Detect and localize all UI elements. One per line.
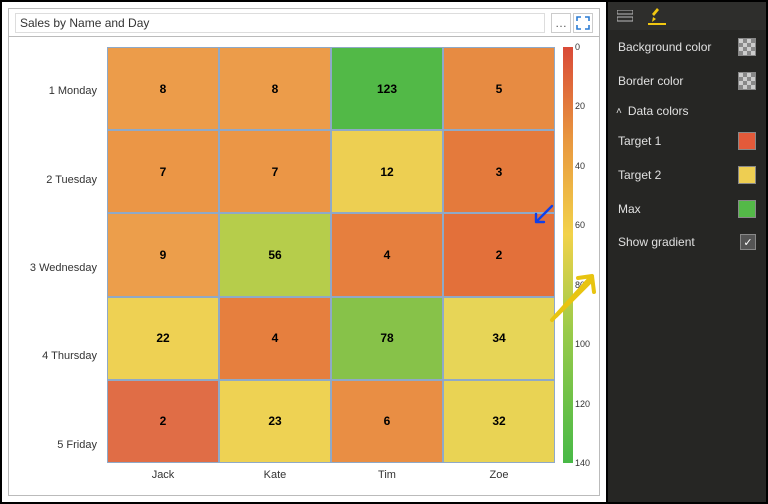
border-color-label: Border color [618,74,683,88]
heatmap-cell[interactable]: 23 [220,381,330,462]
max-label: Max [618,202,641,216]
column-label: Zoe [443,469,555,489]
chevron-up-icon: ˄ [616,106,622,117]
focus-mode-button[interactable] [573,13,593,33]
legend-tick: 20 [575,101,585,111]
legend-tick: 140 [575,458,590,468]
tab-fields[interactable] [616,7,634,25]
heatmap-cell[interactable]: 123 [332,48,442,129]
column-label: Jack [107,469,219,489]
heatmap-cell[interactable]: 12 [332,131,442,212]
heatmap-cell[interactable]: 8 [220,48,330,129]
target1-swatch[interactable] [738,132,756,150]
format-border-color-row[interactable]: Border color [608,64,766,98]
heatmap-cell[interactable]: 4 [332,214,442,295]
legend-tick: 60 [575,220,585,230]
target1-label: Target 1 [618,134,661,148]
row-label: 5 Friday [17,401,107,489]
visual-body: 1 Monday2 Tuesday3 Wednesday4 Thursday5 … [9,37,599,495]
visual-actions: … [551,13,593,33]
legend-tick: 0 [575,42,580,52]
data-colors-label: Data colors [628,104,689,118]
format-pane: Background color Border color ˄ Data col… [608,0,768,504]
legend-tick: 100 [575,339,590,349]
max-row[interactable]: Max [608,192,766,226]
row-label: 2 Tuesday [17,135,107,223]
max-swatch[interactable] [738,200,756,218]
tab-format[interactable] [648,7,666,25]
row-label: 3 Wednesday [17,224,107,312]
legend-tick: 40 [575,161,585,171]
data-colors-section-header[interactable]: ˄ Data colors [608,98,766,124]
legend-gradient-bar [563,47,573,463]
row-label: 4 Thursday [17,312,107,400]
heatmap-cell[interactable]: 32 [444,381,554,462]
heatmap-cell[interactable]: 2 [444,214,554,295]
legend-tick: 120 [575,399,590,409]
show-gradient-label: Show gradient [618,235,695,249]
background-color-label: Background color [618,40,711,54]
visual-card: Sales by Name and Day … 1 Monday2 Tuesda… [8,8,600,496]
heatmap-cell[interactable]: 9 [108,214,218,295]
column-labels: JackKateTimZoe [107,463,555,489]
heatmap-cell[interactable]: 4 [220,298,330,379]
heatmap-cell[interactable]: 6 [332,381,442,462]
heatmap-cell[interactable]: 2 [108,381,218,462]
heatmap-cell[interactable]: 5 [444,48,554,129]
background-color-swatch[interactable] [738,38,756,56]
show-gradient-row[interactable]: Show gradient ✓ [608,226,766,258]
heatmap-cell[interactable]: 7 [108,131,218,212]
column-label: Tim [331,469,443,489]
visual-pane: Sales by Name and Day … 1 Monday2 Tuesda… [0,0,608,504]
ellipsis-icon: … [555,16,567,30]
target1-row[interactable]: Target 1 [608,124,766,158]
legend-tick: 80 [575,280,585,290]
show-gradient-checkbox[interactable]: ✓ [740,234,756,250]
row-label: 1 Monday [17,47,107,135]
heatmap-cell[interactable]: 3 [444,131,554,212]
heatmap-cell[interactable]: 8 [108,48,218,129]
heatmap-cell[interactable]: 7 [220,131,330,212]
target2-row[interactable]: Target 2 [608,158,766,192]
visual-header: Sales by Name and Day … [9,9,599,37]
more-options-button[interactable]: … [551,13,571,33]
grid-wrap: 88123577123956422247834223632 JackKateTi… [107,47,555,489]
format-tabs [608,2,766,30]
visual-title: Sales by Name and Day [15,13,545,33]
paintbrush-icon [650,7,664,23]
heatmap-cell[interactable]: 78 [332,298,442,379]
border-color-swatch[interactable] [738,72,756,90]
heatmap-cell[interactable]: 22 [108,298,218,379]
color-legend: 020406080100120140 [563,47,591,463]
target2-label: Target 2 [618,168,661,182]
heatmap-cell[interactable]: 34 [444,298,554,379]
legend-ticks: 020406080100120140 [573,47,591,463]
format-background-color-row[interactable]: Background color [608,30,766,64]
column-label: Kate [219,469,331,489]
row-labels: 1 Monday2 Tuesday3 Wednesday4 Thursday5 … [17,47,107,489]
target2-swatch[interactable] [738,166,756,184]
heatmap-cell[interactable]: 56 [220,214,330,295]
focus-icon [576,16,590,30]
fields-icon [617,10,633,22]
heatmap-grid: 88123577123956422247834223632 [107,47,555,463]
